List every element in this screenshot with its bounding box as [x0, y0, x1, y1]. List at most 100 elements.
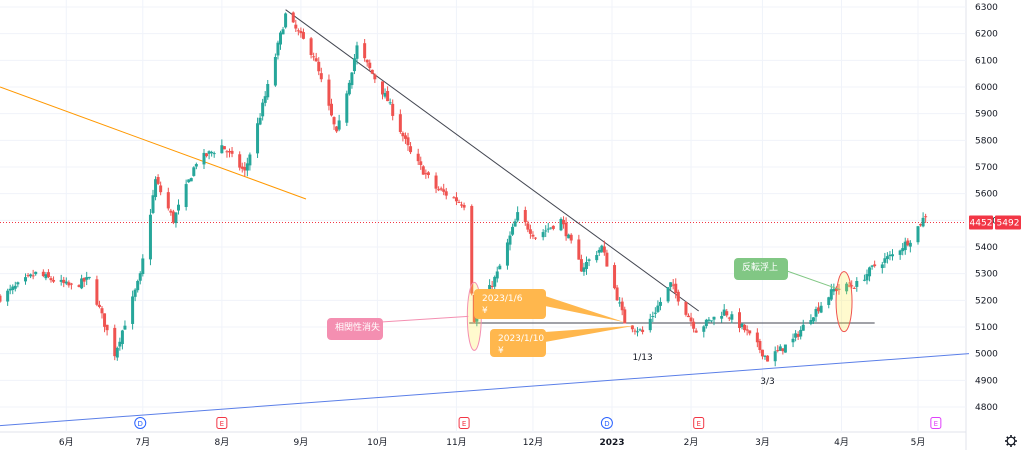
candle-body [64, 281, 68, 284]
marker-shape [216, 417, 228, 429]
candle-body [773, 351, 777, 362]
candle-body [666, 287, 670, 302]
candle-body [350, 72, 354, 86]
candle-body [653, 312, 657, 314]
candle-body [748, 330, 752, 334]
candle-body [169, 210, 173, 213]
candle-body [636, 331, 639, 333]
x-tick-label: 4月 [834, 437, 849, 448]
candle-body [778, 346, 782, 351]
candle-body [564, 222, 568, 237]
candle-body [493, 276, 497, 287]
candle-body [187, 179, 191, 183]
marker-shape [693, 417, 705, 429]
candle-body [29, 274, 33, 277]
earnings-marker[interactable]: E [458, 417, 470, 429]
candle-body [352, 58, 356, 72]
candle-body [97, 304, 101, 307]
marker-label: E [220, 420, 224, 428]
candle-body [534, 237, 537, 239]
dividend-marker[interactable]: D [600, 417, 613, 429]
candle-body [439, 188, 443, 190]
candle-body [207, 151, 211, 154]
y-tick-label: 5000 [975, 350, 998, 360]
callout-2023-1-10-text: ¥ [498, 346, 504, 356]
candle-body [381, 81, 384, 95]
candle-body [123, 325, 127, 330]
candle-body [868, 267, 872, 277]
candle-body [284, 13, 288, 28]
candle-body [582, 267, 586, 272]
earnings-marker[interactable]: E [216, 417, 228, 429]
candle-body [883, 258, 887, 263]
candle-body [727, 317, 731, 319]
candle-body [406, 137, 410, 146]
candle-body [618, 302, 622, 304]
candle-body [809, 320, 813, 325]
candle-body [240, 166, 244, 169]
candle-body [174, 212, 178, 224]
callout-correlation-lost-bg [327, 318, 383, 340]
candle-body [291, 12, 295, 23]
candle-body [559, 219, 563, 231]
marker-label: E [934, 420, 938, 428]
candle-body [11, 286, 15, 291]
candle-body [82, 278, 86, 282]
candle-body [220, 145, 224, 154]
candle-body [738, 312, 741, 328]
candle-body [579, 259, 583, 272]
callout-2023-1-10-bg [490, 329, 546, 357]
candle-body [799, 329, 803, 337]
candle-body [294, 24, 298, 29]
candle-body [319, 73, 323, 80]
candle-body [766, 355, 770, 362]
candle-body [498, 265, 502, 270]
x-tick-label: 3月 [755, 437, 770, 448]
candle-body [49, 278, 53, 281]
candle-body [335, 126, 339, 132]
candle-body [243, 166, 247, 171]
gear-icon[interactable] [1005, 435, 1017, 447]
grid [0, 0, 967, 450]
candle-body [383, 92, 387, 97]
candle-body [562, 219, 566, 225]
candle-body [67, 282, 71, 286]
candle-body [141, 258, 145, 275]
candle-body [409, 146, 413, 153]
candle-body [69, 283, 73, 285]
candle-body [526, 223, 530, 230]
candle-body [87, 276, 91, 279]
candle-body [419, 161, 423, 166]
candle-body [120, 330, 124, 345]
candle-body [855, 280, 859, 287]
callout-correlation-lost-text: 相関性消失 [335, 321, 380, 333]
candle-body [817, 307, 821, 312]
x-tick-label: 5月 [911, 437, 926, 448]
x-tick-label: 9月 [294, 437, 309, 448]
x-tick-label: 2023 [599, 438, 624, 448]
candle-body [194, 164, 198, 167]
candle-body [248, 154, 252, 166]
candle-body [148, 214, 152, 260]
price-label-left-bg [969, 215, 993, 230]
price-axis[interactable]: 6300620061006000590058005700560055005400… [969, 3, 1021, 413]
candle-body [615, 287, 619, 301]
candles [0, 11, 928, 367]
candle-body [508, 235, 512, 245]
candle-body [46, 272, 50, 278]
candle-body [279, 32, 282, 45]
candle-body [725, 311, 729, 316]
y-tick-label: 5300 [975, 270, 998, 280]
candle-body [133, 289, 137, 297]
dividend-marker[interactable]: D [134, 417, 147, 429]
x-tick-label: 6月 [59, 437, 74, 448]
earnings-marker[interactable]: E [693, 417, 705, 429]
time-axis[interactable]: 6月 7月 8月 9月 10月 11月 12月 2023 2月 3月 4月 5月 [59, 437, 925, 448]
earnings-marker[interactable]: E [930, 417, 942, 429]
x-tick-label: 11月 [446, 437, 466, 448]
candle-body [513, 221, 517, 227]
candle-body [77, 285, 81, 287]
candle-body [585, 261, 588, 270]
